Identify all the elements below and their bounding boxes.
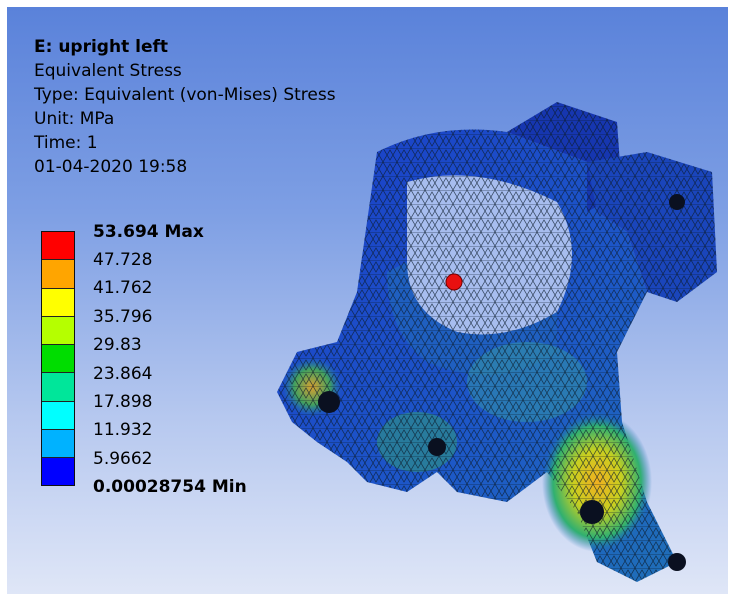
legend-label: 29.83 (93, 335, 142, 355)
legend-label: 41.762 (93, 278, 153, 298)
legend-label: 11.932 (93, 420, 153, 440)
max-stress-probe-marker[interactable] (445, 273, 463, 291)
result-info: E: upright left Equivalent Stress Type: … (34, 35, 336, 179)
color-legend[interactable]: 53.694 Max 47.728 41.762 35.796 29.83 23… (41, 221, 301, 501)
legend-swatch-yellow-green (41, 315, 75, 345)
legend-color-bar (41, 231, 75, 486)
legend-swatch-teal (41, 372, 75, 401)
legend-label: 5.9662 (93, 449, 153, 469)
legend-label: 35.796 (93, 307, 153, 327)
legend-swatch-green (41, 344, 75, 373)
legend-swatch-light-blue (41, 429, 75, 458)
legend-label: 17.898 (93, 392, 153, 412)
result-time: Time: 1 (34, 133, 98, 153)
result-quantity: Equivalent Stress (34, 61, 182, 81)
legend-label: 23.864 (93, 364, 153, 384)
legend-label-max: 53.694 Max (93, 222, 204, 242)
legend-label: 47.728 (93, 250, 153, 270)
result-type: Type: Equivalent (von-Mises) Stress (34, 85, 336, 105)
legend-swatch-red (41, 231, 75, 260)
fea-mesh-model[interactable] (257, 92, 727, 592)
legend-swatch-yellow (41, 287, 75, 316)
legend-swatch-cyan (41, 400, 75, 430)
legend-label-min: 0.00028754 Min (93, 477, 247, 497)
graphics-viewport[interactable]: E: upright left Equivalent Stress Type: … (7, 7, 728, 594)
result-title: E: upright left (34, 37, 169, 57)
result-timestamp: 01-04-2020 19:58 (34, 157, 188, 177)
result-unit: Unit: MPa (34, 109, 115, 129)
legend-swatch-orange (41, 259, 75, 288)
mesh-body-shape (277, 102, 717, 582)
legend-swatch-blue (41, 457, 75, 486)
